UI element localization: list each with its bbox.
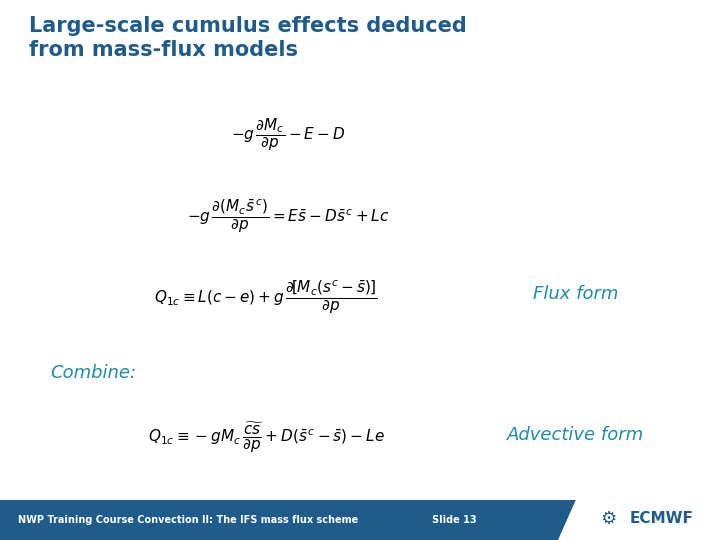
Text: Combine:: Combine: [50, 363, 137, 382]
Text: $-g\,\dfrac{\partial \left(M_c \bar{s}^{\,c}\right)}{\partial p} = E\bar{s} - D\: $-g\,\dfrac{\partial \left(M_c \bar{s}^{… [186, 197, 390, 235]
Text: ⚙: ⚙ [600, 510, 616, 528]
Text: Slide 13: Slide 13 [432, 515, 477, 525]
Text: $Q_{1c} \equiv L(c - e) + g\,\dfrac{\partial\!\left[M_c(s^c - \bar{s})\right]}{\: $Q_{1c} \equiv L(c - e) + g\,\dfrac{\par… [154, 278, 379, 316]
Text: Large-scale cumulus effects deduced
from mass-flux models: Large-scale cumulus effects deduced from… [29, 16, 467, 60]
Text: Flux form: Flux form [534, 285, 618, 303]
Polygon shape [0, 500, 576, 540]
Text: ECMWF: ECMWF [630, 511, 694, 526]
Text: $-g\,\dfrac{\partial M_c}{\partial p} - E - D$: $-g\,\dfrac{\partial M_c}{\partial p} - … [231, 117, 345, 153]
Text: $Q_{1c} \equiv -gM_c\,\dfrac{\widetilde{cs}}{\partial p} + D(\bar{s}^{\,c} - \ba: $Q_{1c} \equiv -gM_c\,\dfrac{\widetilde{… [148, 420, 384, 455]
Text: Advective form: Advective form [508, 426, 644, 444]
Text: NWP Training Course Convection II: The IFS mass flux scheme: NWP Training Course Convection II: The I… [18, 515, 359, 525]
